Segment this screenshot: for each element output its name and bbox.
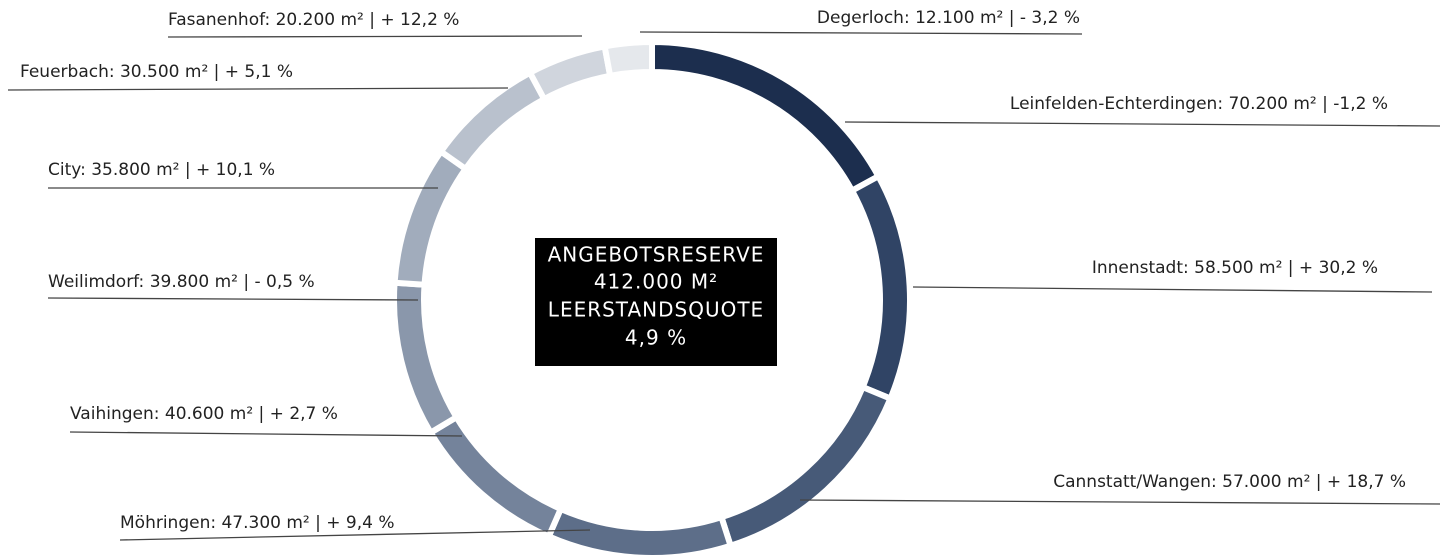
segment-label: City: 35.800 m² | + 10,1 %	[48, 160, 275, 180]
leader-line	[119, 529, 591, 541]
segment-label: Vaihingen: 40.600 m² | + 2,7 %	[70, 404, 338, 424]
center-text: 4,9 %	[625, 326, 687, 350]
center-text: ANGEBOTSRESERVE	[548, 243, 765, 267]
donut-segment	[391, 147, 470, 288]
leader-line	[844, 121, 1441, 127]
donut-segment	[717, 383, 895, 550]
leader-line	[912, 286, 1433, 293]
center-box	[535, 238, 777, 366]
center-text: LEERSTANDSQUOTE	[548, 298, 764, 322]
donut-segment	[544, 504, 735, 560]
labels: Leinfelden-Echterdingen: 70.200 m² | -1,…	[7, 8, 1441, 541]
donut-segment	[649, 38, 883, 195]
leader-line	[69, 431, 463, 437]
segment-label: Feuerbach: 30.500 m² | + 5,1 %	[20, 62, 293, 82]
segment-label: Leinfelden-Echterdingen: 70.200 m² | -1,…	[1010, 94, 1388, 114]
leader-line	[47, 297, 419, 301]
leader-line	[7, 87, 509, 91]
center-text: 412.000 M²	[594, 270, 718, 294]
donut-segment	[391, 279, 461, 437]
leader-line	[639, 31, 1083, 35]
segment-label: Fasanenhof: 20.200 m² | + 12,2 %	[168, 10, 459, 30]
leader-line	[799, 499, 1441, 505]
segment-label: Cannstatt/Wangen: 57.000 m² | + 18,7 %	[1053, 472, 1406, 492]
donut-segment	[426, 413, 565, 541]
segment-label: Degerloch: 12.100 m² | - 3,2 %	[817, 8, 1080, 28]
donut-segment	[436, 68, 549, 173]
donut-segment	[847, 172, 913, 403]
segment-label: Möhringen: 47.300 m² | + 9,4 %	[120, 513, 395, 533]
segment-label: Innenstadt: 58.500 m² | + 30,2 %	[1092, 258, 1378, 278]
donut-segment	[601, 38, 655, 80]
donut-segment	[525, 42, 614, 104]
segment-label: Weilimdorf: 39.800 m² | - 0,5 %	[48, 272, 315, 292]
leader-line	[167, 35, 583, 38]
ring	[391, 38, 913, 560]
